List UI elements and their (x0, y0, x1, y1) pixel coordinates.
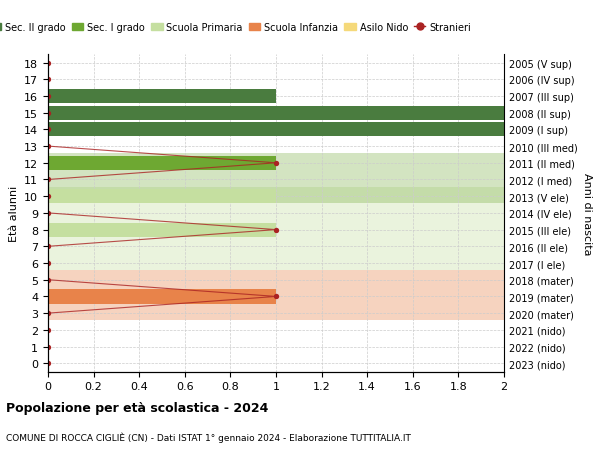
Bar (48, 157, 276, 170)
Bar (48, 290, 276, 304)
Point (43, 193, 53, 201)
Bar (48, 190, 276, 204)
Bar (48, 123, 504, 137)
Point (271, 160, 281, 167)
Text: COMUNE DI ROCCA CIGLIÈ (CN) - Dati ISTAT 1° gennaio 2024 - Elaborazione TUTTITAL: COMUNE DI ROCCA CIGLIÈ (CN) - Dati ISTAT… (6, 431, 411, 442)
Point (43, 126, 53, 134)
Point (43, 260, 53, 267)
Text: Popolazione per età scolastica - 2024: Popolazione per età scolastica - 2024 (6, 401, 268, 414)
Point (43, 176, 53, 184)
Legend: Sec. II grado, Sec. I grado, Scuola Primaria, Scuola Infanzia, Asilo Nido, Stran: Sec. II grado, Sec. I grado, Scuola Prim… (0, 19, 475, 37)
Bar (48, 106, 504, 121)
Point (271, 226, 281, 234)
Point (43, 76, 53, 84)
Bar (48, 270, 504, 320)
Point (43, 360, 53, 367)
Point (43, 343, 53, 351)
Point (43, 143, 53, 151)
Point (43, 276, 53, 284)
Point (43, 326, 53, 334)
Bar (48, 90, 276, 104)
Point (271, 293, 281, 301)
Bar (48, 190, 276, 204)
Bar (48, 154, 504, 204)
Point (43, 243, 53, 251)
Point (43, 210, 53, 217)
Y-axis label: Età alunni: Età alunni (8, 185, 19, 241)
Bar (48, 223, 276, 237)
Bar (48, 187, 504, 270)
Y-axis label: Anni di nascita: Anni di nascita (581, 172, 592, 255)
Point (43, 93, 53, 101)
Point (43, 60, 53, 67)
Point (43, 310, 53, 317)
Point (43, 110, 53, 117)
